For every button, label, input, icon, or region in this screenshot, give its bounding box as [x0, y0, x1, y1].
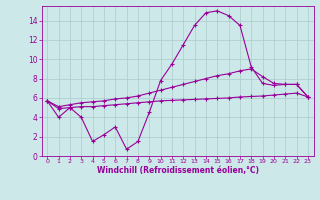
X-axis label: Windchill (Refroidissement éolien,°C): Windchill (Refroidissement éolien,°C) [97, 166, 259, 175]
